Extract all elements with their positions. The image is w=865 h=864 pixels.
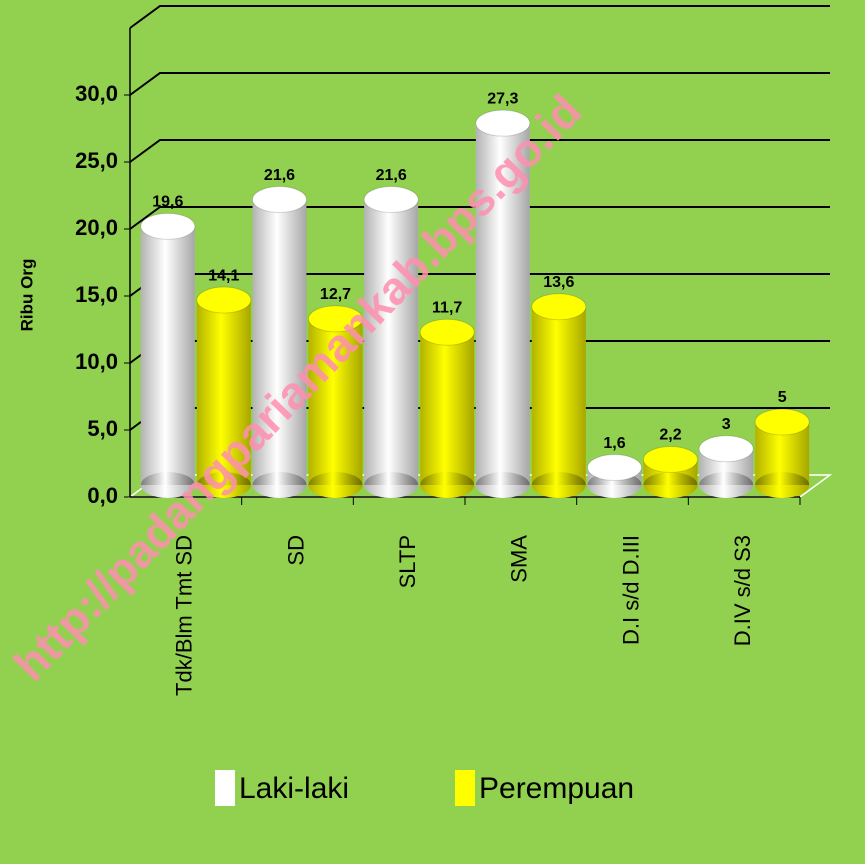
cylinder	[475, 109, 531, 498]
value-label: 2,2	[659, 427, 681, 444]
bar-shade	[308, 318, 363, 485]
cylinder	[363, 186, 419, 498]
y-tick-label: 25,0	[75, 148, 118, 173]
cylinder	[531, 293, 587, 498]
bar-shade-bottom	[308, 472, 363, 498]
value-label: 21,6	[264, 167, 295, 184]
value-label: 3	[722, 416, 731, 433]
x-tick-label: Tdk/Blm Tmt SD	[172, 535, 197, 696]
cylinder	[140, 212, 196, 498]
bar-shade	[364, 199, 419, 485]
legend-label: Perempuan	[479, 772, 634, 805]
legend-label: Laki-laki	[239, 772, 349, 805]
bar-shade-bottom	[252, 472, 307, 498]
x-tick-label: SMA	[507, 535, 532, 583]
value-label: 12,7	[320, 286, 351, 303]
value-label: 27,3	[487, 90, 518, 107]
cylinder-top	[643, 446, 698, 474]
bar-shade	[196, 300, 251, 485]
cylinder	[587, 454, 642, 498]
grid-line	[129, 206, 830, 230]
bar-shade	[531, 306, 586, 485]
grid-line	[129, 72, 830, 96]
bar-shade-bottom	[475, 472, 530, 498]
cylinder-top	[754, 408, 810, 436]
cylinder	[252, 186, 307, 498]
bar-shade-bottom	[755, 472, 810, 498]
cylinder-top	[587, 454, 642, 482]
bar-shade-bottom	[196, 472, 251, 498]
cylinder-top	[196, 286, 252, 314]
value-label: 11,7	[432, 299, 462, 316]
bar-shade-bottom	[420, 472, 475, 498]
bar-shade-bottom	[140, 472, 195, 498]
cylinder	[698, 435, 754, 498]
cylinder-top	[140, 212, 196, 240]
value-label: 13,6	[543, 274, 574, 291]
cylinder	[419, 318, 475, 498]
legend-swatch	[455, 770, 475, 806]
cylinder-top	[698, 435, 754, 463]
bar-shade-bottom	[531, 472, 586, 498]
y-tick-label: 5,0	[87, 416, 118, 441]
cylinder-top	[531, 293, 587, 321]
y-tick-label: 0,0	[87, 483, 118, 508]
cylinder-top	[475, 109, 531, 137]
x-tick-label: D.IV s/d S3	[730, 535, 755, 646]
cylinder	[754, 408, 810, 498]
bar-shade	[140, 226, 195, 486]
x-tick-label: D.I s/d D.III	[618, 535, 643, 645]
y-axis-label: Ribu Org	[17, 259, 36, 332]
y-tick-label: 20,0	[75, 215, 118, 240]
bar-shade-bottom	[643, 472, 698, 498]
bar-shade	[420, 332, 475, 485]
bar-shade	[475, 123, 530, 486]
cylinder-top	[419, 318, 475, 346]
value-label: 19,6	[152, 194, 183, 211]
legend-swatch	[215, 770, 235, 806]
value-label: 1,6	[603, 435, 625, 452]
cylinder-top	[252, 186, 307, 214]
grid-line	[129, 139, 830, 163]
y-tick-label: 30,0	[75, 81, 118, 106]
x-tick-label: SD	[283, 535, 308, 566]
y-tick-label: 15,0	[75, 282, 118, 307]
bar-shade	[252, 199, 307, 485]
cylinder	[196, 286, 252, 498]
cylinder	[308, 305, 363, 498]
bar-shade-bottom	[364, 472, 419, 498]
value-label: 5	[778, 389, 787, 406]
cylinder-top	[308, 305, 363, 333]
value-label: 21,6	[376, 167, 407, 184]
cylinder-top	[363, 186, 419, 214]
grid-line	[129, 5, 830, 29]
y-tick-label: 10,0	[75, 349, 118, 374]
value-label: 14,1	[208, 267, 239, 284]
x-tick-label: SLTP	[395, 535, 420, 588]
bar-shade-bottom	[699, 472, 754, 498]
cylinder	[643, 446, 698, 498]
